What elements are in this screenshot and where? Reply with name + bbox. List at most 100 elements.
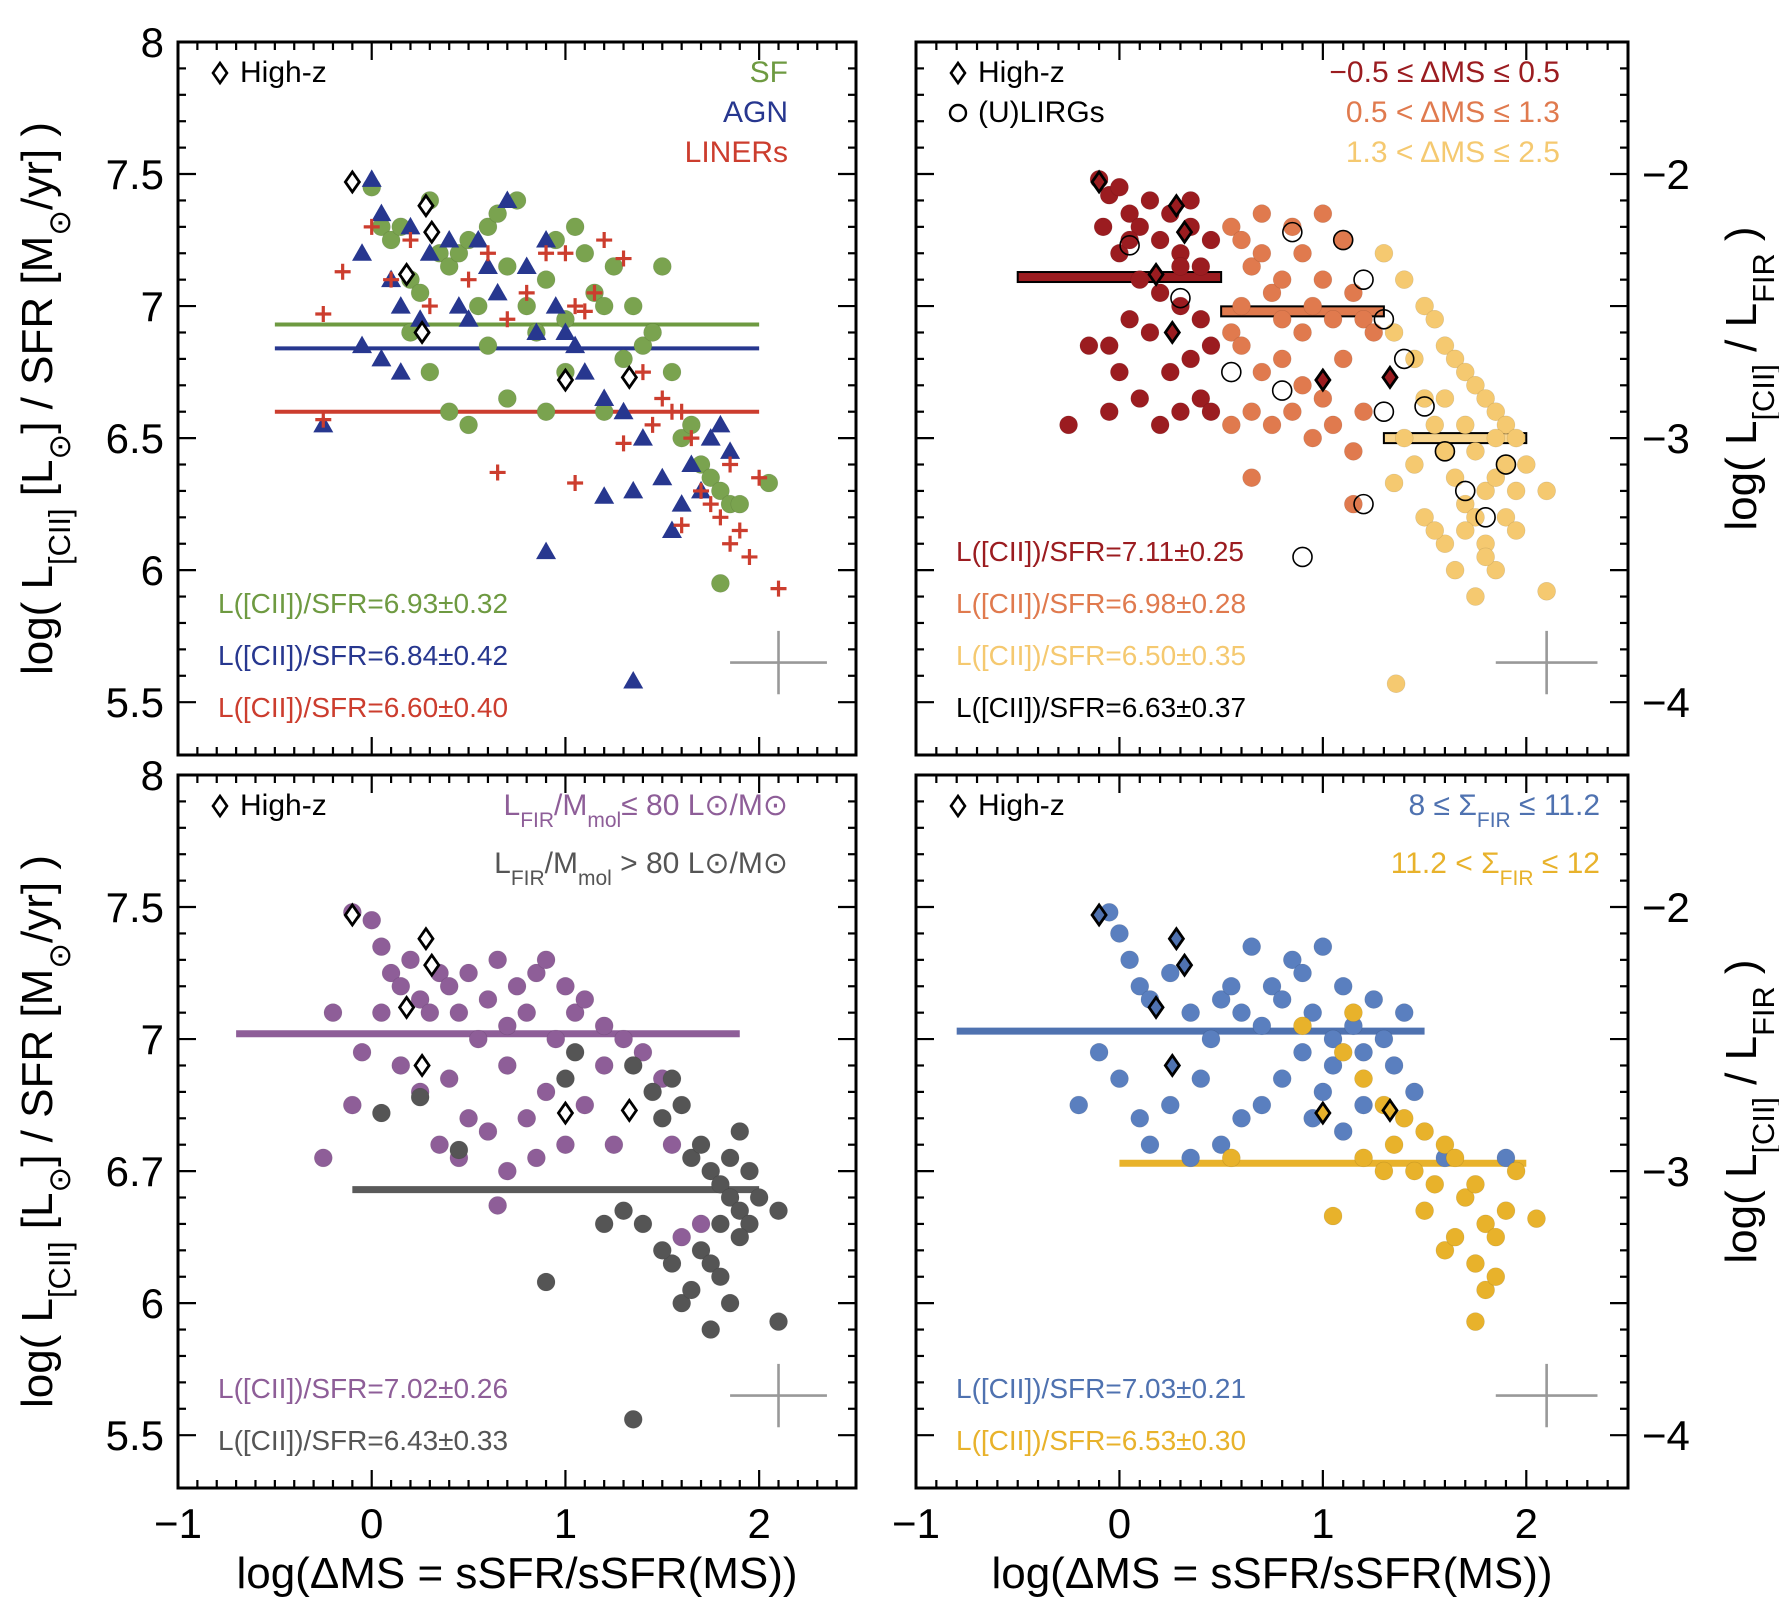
data-point xyxy=(1293,375,1312,395)
right-y-tick-label: −3 xyxy=(1642,415,1690,462)
data-point xyxy=(417,193,435,219)
data-point xyxy=(594,388,615,406)
data-point xyxy=(536,270,556,289)
data-point xyxy=(1445,468,1465,488)
data-point xyxy=(1232,336,1251,355)
data-point xyxy=(1140,323,1160,342)
x-tick-label: 1 xyxy=(1311,1500,1334,1547)
data-point xyxy=(1222,1148,1241,1168)
data-point xyxy=(594,1056,614,1075)
x-tick-label: 0 xyxy=(360,1500,383,1547)
data-point xyxy=(682,1280,701,1300)
data-point xyxy=(1405,1161,1424,1181)
data-point xyxy=(691,1135,711,1155)
data-point xyxy=(1079,336,1099,355)
data-point xyxy=(751,469,768,486)
data-point xyxy=(604,257,624,276)
data-point xyxy=(596,232,613,249)
data-point xyxy=(1272,990,1292,1009)
data-point xyxy=(518,284,535,301)
data-point xyxy=(507,976,527,996)
data-point xyxy=(565,217,585,237)
data-point xyxy=(1160,362,1180,382)
data-point xyxy=(1506,521,1526,540)
data-point xyxy=(1486,1267,1506,1287)
right-y-axis-label: log( L[CII] / LFIR ) xyxy=(1717,226,1779,530)
data-point xyxy=(556,1069,575,1088)
data-point xyxy=(498,257,517,276)
data-point xyxy=(1323,309,1343,329)
data-point xyxy=(383,271,400,288)
data-point xyxy=(410,283,430,303)
data-point xyxy=(372,1103,391,1123)
error-cross xyxy=(1495,630,1598,695)
plot-frame xyxy=(914,40,1630,757)
data-point xyxy=(1221,361,1242,383)
data-point xyxy=(672,1227,691,1247)
data-point xyxy=(517,1108,536,1128)
x-tick-label: 1 xyxy=(554,1500,577,1547)
y-tick-label: 6 xyxy=(141,547,164,594)
data-point xyxy=(1415,296,1434,316)
data-point xyxy=(614,1201,633,1221)
data-point xyxy=(420,1003,440,1022)
data-point xyxy=(1272,309,1292,329)
data-point xyxy=(439,976,459,996)
data-point xyxy=(700,428,721,446)
data-point xyxy=(1516,455,1536,474)
plot-frame xyxy=(176,40,858,757)
data-point xyxy=(1069,1095,1089,1115)
data-point xyxy=(536,1272,556,1292)
data-point xyxy=(498,1161,517,1181)
data-point xyxy=(1147,994,1165,1020)
data-point xyxy=(1099,336,1119,355)
data-point xyxy=(1242,402,1261,422)
data-point xyxy=(1435,534,1455,554)
data-point xyxy=(712,509,729,526)
data-point xyxy=(565,1042,585,1062)
data-point xyxy=(594,1214,614,1234)
data-point xyxy=(468,230,489,248)
data-point xyxy=(623,480,644,499)
data-point xyxy=(1167,926,1186,952)
data-point xyxy=(1130,1108,1150,1128)
data-point xyxy=(1163,1053,1182,1078)
data-point xyxy=(1232,230,1251,250)
x-axis-label: log(ΔMS = sSFR/sSFR(MS)) xyxy=(236,1549,797,1598)
data-point xyxy=(652,467,673,486)
data-point xyxy=(720,1188,740,1207)
data-point xyxy=(731,522,748,539)
data-point xyxy=(1160,1095,1180,1115)
data-point xyxy=(1167,193,1186,219)
data-point xyxy=(1381,1097,1399,1123)
stat-label: L([CII])/SFR=6.50±0.35 xyxy=(956,640,1246,671)
panel-top-right: −2 −3 −4 log( L[CII] / LFIR ) High-z (U)LIRGs… xyxy=(914,40,1779,757)
data-point xyxy=(1425,309,1445,329)
data-point xyxy=(720,441,741,459)
data-point xyxy=(1466,1175,1485,1194)
data-point xyxy=(711,1267,730,1287)
data-point xyxy=(1262,976,1282,996)
data-point xyxy=(1381,364,1399,390)
data-point xyxy=(362,910,382,930)
data-point xyxy=(498,389,517,408)
data-point xyxy=(468,296,488,316)
data-point xyxy=(644,416,661,433)
data-point xyxy=(1181,1003,1200,1022)
y-tick-label: 6.5 xyxy=(106,415,164,462)
data-point xyxy=(1476,1280,1495,1300)
data-point xyxy=(711,481,730,501)
data-point xyxy=(1242,468,1261,488)
data-point xyxy=(633,1214,653,1234)
data-point xyxy=(1384,323,1404,342)
data-point xyxy=(672,1095,691,1115)
legend-right-label: 8 ≤ ΣFIR ≤ 11.2 xyxy=(1409,789,1601,832)
x-tick-label: 0 xyxy=(1108,1500,1131,1547)
data-point xyxy=(1262,415,1282,435)
data-point xyxy=(1344,442,1363,461)
data-point xyxy=(439,402,459,422)
data-point xyxy=(459,1108,478,1128)
data-point xyxy=(536,230,557,248)
legend-right-label: LFIR/Mmol≤ 80 L⊙/M⊙ xyxy=(504,789,788,832)
data-point xyxy=(1425,1175,1445,1194)
